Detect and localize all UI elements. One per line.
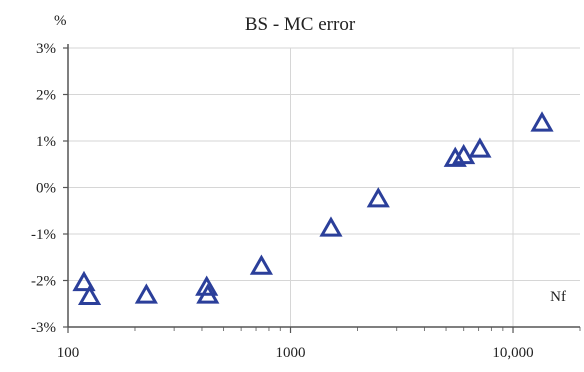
chart-title: BS - MC error — [245, 14, 356, 35]
data-point-triangle — [249, 254, 273, 275]
grid — [68, 47, 580, 327]
y-tick-label: -2% — [31, 274, 56, 290]
data-point-triangle — [134, 283, 158, 304]
data-point-triangle — [443, 146, 467, 167]
data-point-triangle — [366, 187, 390, 208]
data-point-triangle — [72, 270, 96, 292]
y-tick-label: -1% — [31, 227, 56, 243]
data-points — [72, 111, 554, 306]
y-tick-label: 2% — [36, 88, 56, 104]
data-point-triangle — [530, 111, 554, 132]
data-point-triangle — [195, 275, 219, 296]
y-tick-label: 1% — [36, 134, 56, 150]
data-point-triangle — [77, 284, 102, 306]
data-point-triangle — [452, 143, 476, 165]
x-tick-labels: 100 1000 10,000 — [57, 345, 534, 361]
y-tick-label: 3% — [36, 41, 56, 57]
data-point-triangle — [468, 137, 492, 158]
y-axis-unit-label: % — [54, 13, 67, 29]
y-tick-label: 0% — [36, 181, 56, 197]
y-tick-label: -3% — [31, 320, 56, 336]
x-tick-label: 10,000 — [492, 345, 533, 361]
y-tick-labels: 3% 2% 1% 0% -1% -2% -3% — [31, 41, 56, 336]
x-tick-label: 100 — [57, 345, 80, 361]
axes — [63, 44, 581, 333]
data-point-triangle — [319, 216, 343, 237]
x-axis-label: Nf — [550, 289, 566, 305]
x-tick-label: 1000 — [276, 345, 306, 361]
data-point-triangle — [196, 283, 220, 304]
